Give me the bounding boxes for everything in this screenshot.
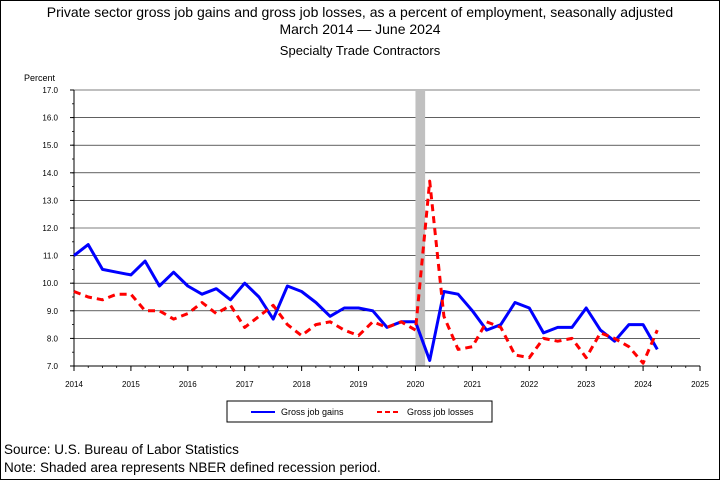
x-tick-label: 2014 [65,380,83,389]
series-line-gross-job-gains [73,243,659,362]
x-tick-label: 2020 [407,380,425,389]
chart-subtitle: Specialty Trade Contractors [279,43,441,58]
x-tick-label: 2021 [463,380,481,389]
x-tick-label: 2019 [350,380,368,389]
y-tick-label: 13.0 [42,196,58,205]
x-tick-label: 2022 [520,380,538,389]
y-tick-label: 16.0 [42,114,58,123]
source-note: Source: U.S. Bureau of Labor Statistics [4,442,239,457]
legend-label-losses: Gross job losses [407,407,474,417]
x-tick-label: 2024 [634,380,652,389]
x-tick-label: 2018 [293,380,311,389]
chart-title: Private sector gross job gains and gross… [46,4,674,20]
chart-date-range: March 2014 — June 2024 [279,21,441,37]
recession-shading [415,90,426,366]
legend-box [226,400,493,423]
recession-note: Note: Shaded area represents NBER define… [4,460,381,475]
y-tick-label: 12.0 [42,224,58,233]
x-tick-label: 2016 [179,380,197,389]
y-tick-label: 17.0 [42,86,58,95]
y-tick-label: 14.0 [42,169,58,178]
series-line-gross-job-losses [73,179,659,365]
y-axis-label: Percent [24,73,56,83]
y-tick-label: 9.0 [47,307,59,316]
y-tick-label: 7.0 [47,362,59,371]
y-tick-label: 15.0 [42,141,58,150]
x-tick-label: 2025 [691,380,709,389]
x-tick-label: 2023 [577,380,595,389]
y-tick-label: 8.0 [47,334,59,343]
legend-label-gains: Gross job gains [281,407,344,417]
y-tick-label: 11.0 [43,252,59,261]
y-tick-label: 10.0 [42,279,58,288]
legend: Gross job gains Gross job losses [226,400,493,423]
x-tick-label: 2017 [236,380,254,389]
x-tick-label: 2015 [122,380,140,389]
